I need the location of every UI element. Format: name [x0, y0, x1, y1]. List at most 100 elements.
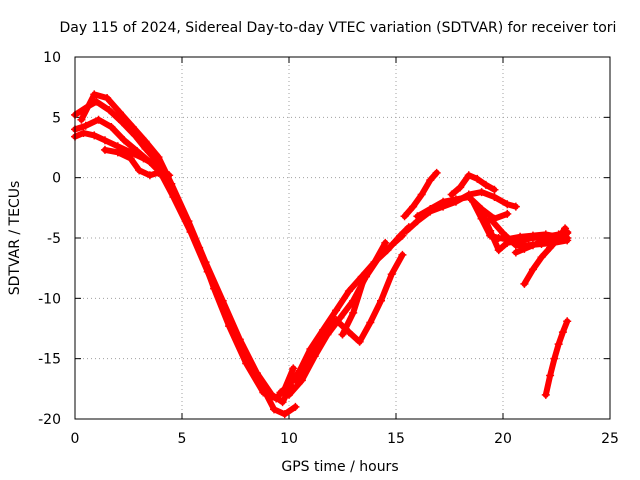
data-point [306, 357, 315, 366]
data-point [291, 402, 300, 411]
data-point [220, 306, 229, 315]
series-track-m [447, 171, 499, 199]
data-point [546, 371, 555, 380]
data-point [528, 234, 537, 242]
x-axis-title: GPS time / hours [281, 459, 398, 475]
series-track-i [338, 238, 390, 339]
data-point [456, 183, 465, 192]
chart-title: Day 115 of 2024, Sidereal Day-to-day VTE… [60, 20, 617, 36]
data-point [511, 241, 520, 250]
data-point [490, 192, 499, 201]
y-tick-labels: -20 -15 -10 -5 0 5 10 [38, 50, 61, 428]
data-point [546, 243, 555, 252]
data-point [550, 354, 559, 363]
data-point [107, 122, 116, 131]
data-point [338, 330, 347, 339]
data-point [186, 227, 195, 236]
data-point [473, 174, 482, 183]
data-point [319, 332, 328, 341]
data-point [413, 212, 422, 221]
data-point [503, 200, 512, 209]
x-tick-label: 0 [71, 431, 80, 447]
data-point [402, 226, 411, 235]
data-point [499, 229, 507, 238]
y-tick-label: -20 [38, 412, 61, 428]
data-point [105, 106, 114, 115]
series-track-s [541, 317, 572, 399]
data-point [477, 207, 486, 216]
data-point [366, 318, 375, 327]
data-point [511, 248, 520, 257]
data-point [554, 234, 563, 242]
x-tick-label: 15 [387, 431, 405, 447]
data-point [332, 316, 341, 325]
x-tick-label: 25 [601, 431, 619, 447]
data-point [528, 265, 537, 274]
y-axis-title: SDTVAR / TECUs [7, 181, 23, 296]
data-point [486, 214, 495, 223]
data-point [520, 279, 529, 288]
data-point [511, 202, 520, 211]
data-point [115, 108, 124, 117]
data-point [481, 180, 490, 189]
data-point [128, 122, 137, 131]
series-band [78, 91, 295, 406]
data-point [528, 241, 537, 250]
data-point [120, 136, 129, 145]
y-tick-label: -10 [38, 291, 61, 307]
series-track-r [520, 224, 570, 288]
data-point [426, 205, 435, 214]
data-point [561, 224, 570, 233]
data-point [520, 244, 529, 253]
data-point [477, 188, 486, 197]
data-point [81, 121, 90, 130]
y-tick-label: 5 [52, 110, 61, 126]
data-point [276, 388, 285, 397]
data-point [90, 131, 99, 140]
x-tick-label: 5 [178, 431, 187, 447]
data-point [237, 341, 246, 350]
data-point [285, 390, 293, 399]
data-point [537, 253, 546, 262]
data-point [426, 176, 435, 185]
data-point [100, 136, 109, 145]
data-point [554, 340, 563, 349]
y-tick-label: 0 [52, 171, 61, 187]
data-point [113, 148, 122, 157]
data-point [139, 154, 148, 163]
data-point [464, 192, 473, 201]
data-point [377, 296, 386, 305]
data-point [370, 258, 379, 267]
data-point [77, 115, 86, 124]
data-point [447, 190, 456, 199]
data-point [451, 195, 460, 204]
series-track-j [400, 168, 441, 221]
data-point [349, 308, 358, 317]
y-tick-label: 10 [43, 50, 61, 66]
data-point [270, 405, 279, 414]
data-point [154, 168, 163, 177]
series-band [448, 172, 498, 198]
data-point [387, 241, 396, 250]
data-point [255, 376, 264, 385]
data-point [486, 226, 495, 235]
series-band [521, 225, 569, 287]
data-point [417, 190, 426, 199]
data-point [94, 115, 103, 124]
data-point [126, 154, 135, 163]
series-track-o [477, 207, 572, 255]
data-point [278, 398, 287, 407]
data-point [464, 171, 473, 180]
data-point [409, 202, 418, 211]
data-point [280, 410, 289, 419]
data-point [165, 171, 174, 180]
data-point [141, 137, 150, 146]
data-marks [71, 90, 572, 419]
data-point [387, 270, 396, 279]
data-point [152, 161, 161, 170]
data-point [169, 192, 178, 201]
y-tick-label: -5 [47, 231, 61, 247]
data-point [359, 275, 368, 284]
data-point [558, 328, 567, 337]
